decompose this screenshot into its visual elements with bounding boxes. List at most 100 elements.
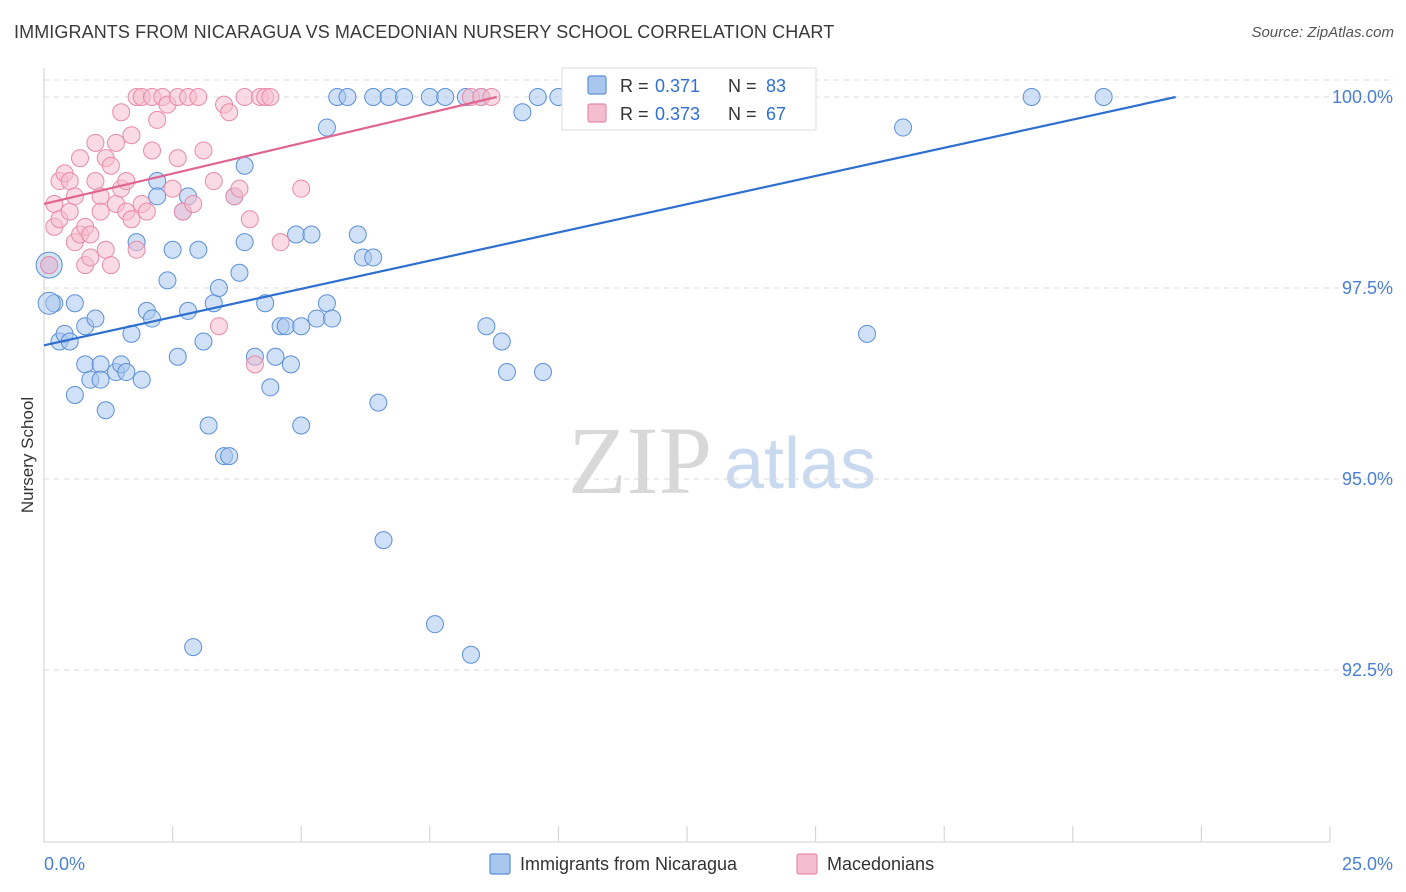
nicaragua-point bbox=[323, 309, 342, 328]
legend-label-nicaragua: Immigrants from Nicaragua bbox=[520, 854, 738, 874]
nicaragua-point bbox=[364, 248, 383, 267]
macedonians-point bbox=[209, 317, 228, 336]
macedonians-point bbox=[127, 240, 146, 259]
trend-line-nicaragua bbox=[43, 95, 1176, 347]
legend-swatch-macedonians bbox=[796, 853, 818, 875]
macedonians-point bbox=[148, 110, 167, 129]
nicaragua-point bbox=[194, 332, 213, 351]
nicaragua-point bbox=[528, 88, 547, 106]
nicaragua-point bbox=[858, 324, 877, 343]
nicaragua-point bbox=[199, 416, 218, 435]
nicaragua-point bbox=[235, 233, 254, 252]
y-tick-labels: 92.5% 95.0% 97.5% 100.0% bbox=[1332, 87, 1393, 680]
series-legend: Immigrants from Nicaragua Macedonians bbox=[489, 853, 934, 875]
nicaragua-point bbox=[209, 279, 228, 297]
nicaragua-point bbox=[65, 385, 84, 404]
macedonians-point bbox=[194, 141, 213, 160]
nicaragua-point bbox=[184, 638, 203, 657]
nicaragua-point bbox=[256, 294, 275, 313]
nicaragua-point bbox=[163, 240, 182, 259]
macedonians-point bbox=[91, 202, 110, 221]
nicaragua-point bbox=[497, 363, 516, 382]
nicaragua-point bbox=[894, 118, 913, 137]
nicaragua-point bbox=[307, 309, 326, 328]
nicaragua-point bbox=[302, 225, 321, 244]
nicaragua-point bbox=[132, 370, 151, 389]
macedonians-point bbox=[168, 149, 187, 168]
series-nicaragua-points bbox=[35, 88, 1113, 664]
macedonians-point bbox=[189, 88, 208, 106]
nicaragua-point bbox=[281, 355, 300, 374]
nicaragua-point bbox=[374, 531, 393, 550]
stats-r-label-blue: R = bbox=[620, 76, 649, 96]
nicaragua-point bbox=[317, 294, 336, 313]
nicaragua-point bbox=[1022, 88, 1041, 106]
nicaragua-point bbox=[425, 615, 444, 634]
macedonians-point bbox=[40, 256, 59, 275]
nicaragua-point bbox=[477, 317, 496, 336]
macedonians-point bbox=[86, 133, 105, 152]
nicaragua-point bbox=[235, 156, 254, 175]
stats-n-label-blue: N = bbox=[728, 76, 757, 96]
macedonians-point bbox=[163, 179, 182, 198]
nicaragua-point bbox=[266, 347, 285, 366]
macedonians-point bbox=[86, 172, 105, 191]
y-tick-label: 95.0% bbox=[1342, 469, 1393, 489]
nicaragua-point bbox=[533, 363, 552, 382]
nicaragua-point bbox=[287, 225, 306, 244]
nicaragua-point bbox=[230, 263, 249, 282]
x-tick-label-min: 0.0% bbox=[44, 854, 85, 874]
nicaragua-point bbox=[158, 271, 177, 290]
macedonians-point bbox=[245, 355, 264, 374]
nicaragua-point bbox=[179, 301, 198, 320]
legend-swatch-nicaragua bbox=[489, 853, 511, 875]
nicaragua-point bbox=[65, 294, 84, 313]
y-tick-label: 100.0% bbox=[1332, 87, 1393, 107]
macedonians-point bbox=[230, 179, 249, 198]
stats-r-value-blue: 0.371 bbox=[655, 76, 700, 96]
trend-line-macedonians bbox=[43, 95, 497, 206]
nicaragua-point bbox=[317, 118, 336, 137]
macedonians-point bbox=[71, 149, 90, 168]
nicaragua-point bbox=[168, 347, 187, 366]
stats-r-label-pink: R = bbox=[620, 104, 649, 124]
macedonians-point bbox=[101, 256, 120, 275]
macedonians-point bbox=[112, 103, 131, 122]
watermark-zip: ZIP bbox=[568, 407, 712, 514]
stats-swatch-blue bbox=[587, 75, 607, 95]
nicaragua-point bbox=[91, 355, 110, 374]
macedonians-point bbox=[96, 240, 115, 259]
macedonians-point bbox=[204, 172, 223, 191]
stats-n-value-blue: 83 bbox=[766, 76, 786, 96]
stats-n-label-pink: N = bbox=[728, 104, 757, 124]
nicaragua-point bbox=[220, 447, 239, 466]
macedonians-point bbox=[122, 210, 141, 229]
stats-legend: R = 0.371 N = 83 R = 0.373 N = 67 bbox=[561, 67, 817, 131]
nicaragua-point bbox=[96, 401, 115, 420]
nicaragua-point bbox=[461, 645, 480, 664]
nicaragua-point bbox=[369, 393, 388, 412]
macedonians-point bbox=[60, 202, 79, 221]
chart-title: IMMIGRANTS FROM NICARAGUA VS MACEDONIAN … bbox=[14, 22, 835, 42]
macedonians-point bbox=[143, 141, 162, 160]
macedonians-point bbox=[261, 88, 280, 106]
nicaragua-point bbox=[261, 378, 280, 397]
nicaragua-point bbox=[420, 88, 439, 106]
macedonians-point bbox=[81, 225, 100, 244]
legend-label-macedonians: Macedonians bbox=[827, 854, 934, 874]
macedonians-point bbox=[240, 210, 259, 229]
nicaragua-point bbox=[91, 370, 110, 389]
y-tick-label: 97.5% bbox=[1342, 278, 1393, 298]
nicaragua-point bbox=[492, 332, 511, 351]
nicaragua-point bbox=[513, 103, 532, 122]
nicaragua-point bbox=[348, 225, 367, 244]
nicaragua-point bbox=[379, 88, 398, 106]
macedonians-point bbox=[292, 179, 311, 198]
nicaragua-point bbox=[395, 88, 414, 106]
nicaragua-point bbox=[148, 187, 167, 206]
nicaragua-point bbox=[364, 88, 383, 106]
nicaragua-point bbox=[1094, 88, 1113, 106]
stats-r-value-pink: 0.373 bbox=[655, 104, 700, 124]
nicaragua-point bbox=[436, 88, 455, 106]
